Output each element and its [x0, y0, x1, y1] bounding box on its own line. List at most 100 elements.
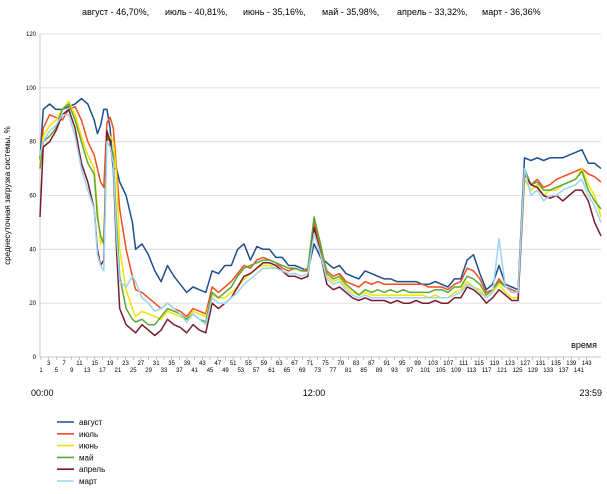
- x-tick-label-bottom: 109: [451, 368, 462, 374]
- x-tick-label-bottom: 17: [99, 368, 106, 374]
- grid-lines: [40, 33, 601, 358]
- x-tick-label-top: 123: [505, 361, 516, 367]
- x-tick-label-bottom: 25: [130, 368, 137, 374]
- x-tick-label-bottom: 133: [543, 368, 554, 374]
- x-tick-label-top: 131: [536, 361, 547, 367]
- x-tick-label-bottom: 113: [467, 368, 477, 374]
- x-tick-label-top: 67: [291, 361, 298, 367]
- x-tick-label-bottom: 57: [253, 368, 260, 374]
- x-tick-label-top: 11: [76, 361, 83, 367]
- x-tick-label-bottom: 45: [207, 368, 214, 374]
- series-line-3: [39, 100, 602, 321]
- x-tick-label-bottom: 69: [299, 368, 306, 374]
- x-tick-label-top: 55: [245, 361, 252, 367]
- header-stat-3: июнь - 35,16%,: [243, 7, 305, 17]
- x-tick-label-bottom: 89: [376, 368, 383, 374]
- x-tick-label-bottom: 137: [559, 368, 570, 374]
- x-tick-label-bottom: 101: [420, 368, 431, 374]
- x-tick-label-top: 51: [230, 361, 237, 367]
- x-tick-label-top: 39: [184, 361, 191, 367]
- x-tick-label-top: 75: [322, 361, 329, 367]
- series-line-2: [39, 105, 602, 318]
- x-tick-label-bottom: 97: [407, 368, 414, 374]
- y-axis-label: среднесуточная загрузка системы, %: [3, 126, 12, 264]
- header-stat-6: март - 36,36%: [482, 7, 541, 17]
- legend-label-3: июнь: [79, 442, 98, 451]
- header-stat-4: май - 35,98%,: [322, 7, 379, 17]
- x-tick-label-top: 139: [566, 361, 577, 367]
- x-tick-label-bottom: 41: [191, 368, 198, 374]
- x-tick-label-top: 83: [353, 361, 360, 367]
- x-tick-label-top: 127: [520, 361, 531, 367]
- legend-label-5: апрель: [79, 465, 105, 474]
- x-tick-label-bottom: 125: [512, 368, 523, 374]
- x-tick-label-top: 143: [582, 361, 593, 367]
- time-label-2: 12:00: [303, 388, 326, 398]
- y-tick-label: 0: [33, 355, 37, 361]
- x-tick-label-bottom: 5: [55, 368, 59, 374]
- y-tick-label: 60: [29, 194, 36, 200]
- x-tick-label-top: 3: [47, 361, 51, 367]
- x-tick-label-bottom: 85: [360, 368, 367, 374]
- x-tick-label-top: 95: [399, 361, 406, 367]
- x-tick-label-bottom: 73: [314, 368, 321, 374]
- x-tick-label-top: 115: [474, 361, 484, 367]
- x-tick-label-bottom: 9: [70, 368, 74, 374]
- y-tick-label: 80: [29, 140, 36, 146]
- x-tick-label-top: 87: [368, 361, 375, 367]
- x-tick-label-top: 47: [214, 361, 221, 367]
- legend-label-1: август: [79, 418, 103, 427]
- chart-header: август - 46,70%, июль - 40,81%, июнь - 35,…: [82, 7, 541, 17]
- x-tick-label-bottom: 13: [84, 368, 91, 374]
- series-lines: [39, 97, 602, 337]
- header-stat-1: август - 46,70%,: [82, 7, 149, 17]
- x-tick-label-bottom: 129: [528, 368, 539, 374]
- legend: август июль июнь май апрель март: [57, 418, 105, 486]
- x-tick-label-top: 107: [443, 361, 454, 367]
- legend-label-2: июль: [79, 430, 98, 439]
- x-tick-label-bottom: 81: [345, 368, 352, 374]
- time-label-3: 23:59: [579, 388, 602, 398]
- x-tick-label-bottom: 77: [330, 368, 337, 374]
- x-tick-label-bottom: 105: [436, 368, 447, 374]
- y-tick-label: 100: [26, 86, 37, 92]
- y-tick-label: 120: [26, 32, 37, 38]
- x-tick-label-top: 59: [261, 361, 268, 367]
- x-tick-label-bottom: 61: [268, 368, 275, 374]
- x-tick-label-top: 15: [91, 361, 98, 367]
- x-tick-label-bottom: 21: [115, 368, 122, 374]
- x-tick-label-top: 63: [276, 361, 283, 367]
- time-labels: 00:00 12:00 23:59: [31, 388, 602, 398]
- x-tick-label-top: 7: [62, 361, 66, 367]
- x-tick-label-bottom: 29: [145, 368, 152, 374]
- y-tick-label: 40: [29, 247, 36, 253]
- x-tick-label-top: 135: [551, 361, 562, 367]
- x-tick-label-top: 119: [490, 361, 500, 367]
- x-tick-label-top: 111: [459, 361, 469, 367]
- x-tick-label-top: 99: [414, 361, 421, 367]
- x-tick-label-top: 35: [168, 361, 175, 367]
- x-tick-label-top: 23: [122, 361, 129, 367]
- x-tick-label-bottom: 49: [222, 368, 229, 374]
- series-line-6: [39, 114, 602, 326]
- x-tick-label-bottom: 1: [39, 368, 43, 374]
- x-tick-label-top: 27: [138, 361, 145, 367]
- x-tick-label-top: 31: [153, 361, 160, 367]
- x-tick-label-bottom: 117: [482, 368, 492, 374]
- x-axis-ticks: 1 5 9 13 17 21 25 29 33 37 41 45 49 53 57 61 65 69 73 77 81 8…: [39, 357, 592, 374]
- legend-label-6: март: [79, 477, 97, 486]
- x-tick-label-top: 43: [199, 361, 206, 367]
- legend-label-4: май: [79, 453, 93, 462]
- x-tick-label-bottom: 121: [497, 368, 508, 374]
- x-tick-label-bottom: 37: [176, 368, 183, 374]
- x-tick-label-top: 71: [307, 361, 314, 367]
- y-axis-ticks: 0 20 40 60 80 100 120: [26, 32, 37, 361]
- y-tick-label: 20: [29, 301, 36, 307]
- x-tick-label-top: 91: [383, 361, 390, 367]
- x-tick-label-bottom: 65: [284, 368, 291, 374]
- header-stat-2: июль - 40,81%,: [165, 7, 228, 17]
- x-axis-label: время: [571, 340, 597, 350]
- x-tick-label-bottom: 141: [574, 368, 585, 374]
- x-tick-label-top: 19: [107, 361, 114, 367]
